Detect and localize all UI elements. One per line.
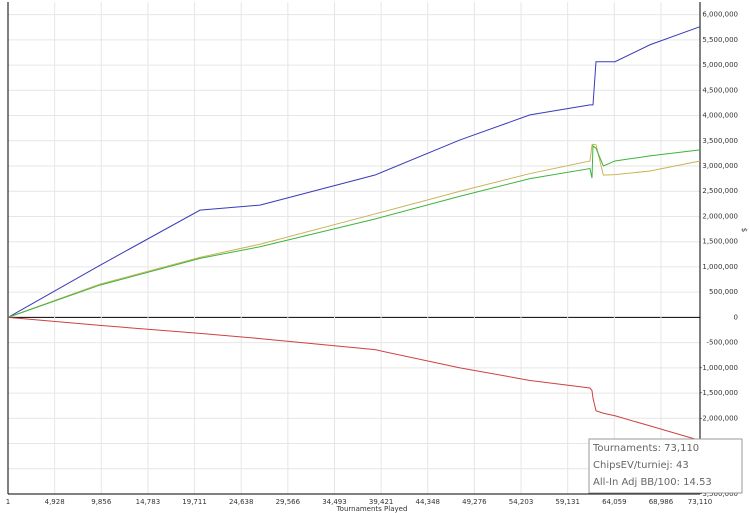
y-tick-label: -1,000,000 — [700, 364, 738, 372]
x-tick-label: 19,711 — [182, 498, 207, 506]
y-tick-label: -500,000 — [707, 339, 738, 347]
y-tick-label: 5,500,000 — [702, 36, 738, 44]
x-axis-title: Tournaments Played — [336, 505, 408, 513]
x-tick-label: 44,348 — [416, 498, 441, 506]
y-tick-label: 2,500,000 — [702, 187, 738, 195]
x-tick-label: 1 — [6, 498, 10, 506]
y-tick-label: -1,500,000 — [700, 389, 738, 397]
y-tick-label: 500,000 — [709, 288, 738, 296]
info-text: Tournaments: 73,110 — [592, 443, 699, 454]
y-axis-title: $ — [740, 228, 748, 232]
x-tick-label: 59,131 — [555, 498, 580, 506]
x-tick-label: 64,059 — [602, 498, 627, 506]
y-tick-label: 6,000,000 — [702, 11, 738, 19]
y-tick-label: 1,500,000 — [702, 238, 738, 246]
x-tick-label: 73,110 — [688, 498, 713, 506]
x-tick-label: 54,203 — [509, 498, 534, 506]
x-tick-label: 34,493 — [322, 498, 347, 506]
y-tick-label: 4,000,000 — [702, 112, 738, 120]
info-box-bg — [588, 438, 743, 494]
info-text: ChipsEV/turniej: 43 — [593, 460, 689, 471]
y-tick-label: 0 — [734, 313, 738, 321]
info-box: Tournaments: 73,110 ChipsEV/turniej: 43 Al… — [588, 438, 743, 494]
y-tick-label: 3,000,000 — [702, 162, 738, 170]
x-tick-label: 4,928 — [45, 498, 65, 506]
x-tick-label: 9,856 — [91, 498, 112, 506]
x-tick-label: 14,783 — [136, 498, 161, 506]
series-line — [7, 316, 701, 441]
series-line — [7, 143, 701, 318]
x-tick-label: 39,421 — [369, 498, 394, 506]
x-tick-label: 24,638 — [229, 498, 254, 506]
y-tick-label: 3,500,000 — [702, 137, 738, 145]
y-tick-label: 2,000,000 — [702, 212, 738, 220]
x-tick-label: 49,276 — [462, 498, 487, 506]
x-tick-label: 68,986 — [649, 498, 674, 506]
y-tick-label: 4,500,000 — [702, 86, 738, 94]
y-tick-label: 1,000,000 — [702, 263, 738, 271]
series-line — [7, 26, 701, 318]
series-line — [7, 144, 701, 318]
y-tick-label: -2,000,000 — [700, 414, 738, 422]
info-text: All-In Adj BB/100: 14.53 — [593, 477, 712, 488]
y-tick-label: -3,500,000 — [700, 490, 738, 498]
y-tick-label: 5,000,000 — [702, 61, 738, 69]
x-tick-label: 29,566 — [276, 498, 301, 506]
